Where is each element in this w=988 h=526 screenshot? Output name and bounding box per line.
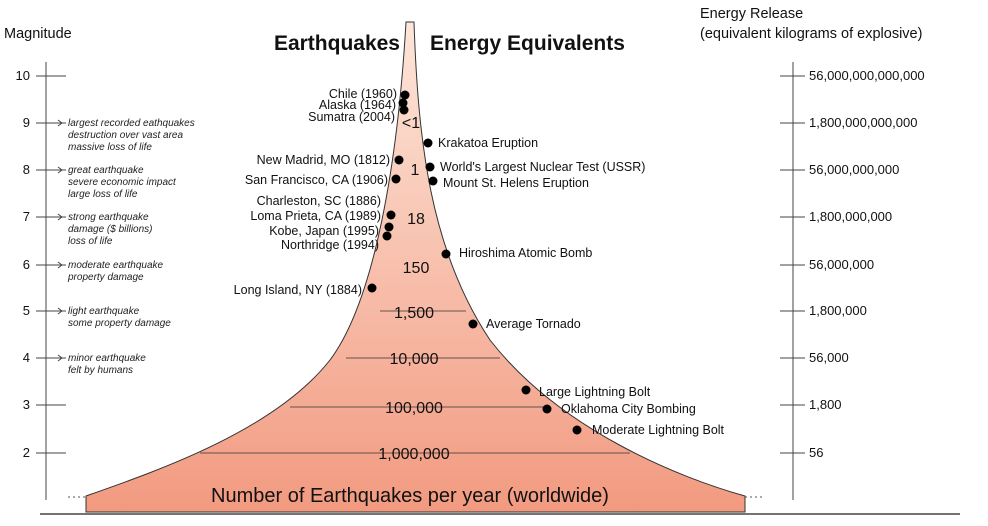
energy-dot: [572, 425, 582, 435]
frequency-label: 1,000,000: [378, 446, 449, 463]
description-line: felt by humans: [68, 365, 133, 376]
earthquake-label: Charleston, SC (1886): [257, 194, 381, 208]
description-line: strong earthquake: [68, 212, 149, 223]
bottom-label: Number of Earthquakes per year (worldwid…: [211, 485, 609, 507]
earthquake-label: New Madrid, MO (1812): [257, 153, 390, 167]
frequency-label: 150: [403, 260, 430, 277]
energy-label: Oklahoma City Bombing: [561, 402, 696, 416]
energy-dot: [428, 176, 438, 186]
energy-label: Hiroshima Atomic Bomb: [459, 246, 592, 260]
energy-dot: [441, 249, 451, 259]
earthquake-markers: [367, 90, 410, 293]
arrow-icon: [52, 166, 63, 174]
earthquake-label: Kobe, Japan (1995): [269, 224, 379, 238]
description-line: moderate earthquake: [68, 260, 164, 271]
left-tick-label: 7: [23, 209, 30, 224]
energy-label: Moderate Lightning Bolt: [592, 423, 725, 437]
description-line: damage ($ billions): [68, 224, 153, 235]
right-tick-label: 1,800,000,000: [809, 209, 892, 224]
right-axis-title-line1: Energy Release: [700, 6, 803, 22]
right-axis-title-line2: (equivalent kilograms of explosive): [700, 26, 922, 42]
arrow-icon: [52, 213, 63, 221]
right-tick-label: 56,000,000,000: [809, 162, 899, 177]
description-line: largest recorded eathquakes: [68, 118, 195, 129]
right-axis-ticks: [780, 75, 805, 454]
energy-markers: [423, 138, 582, 435]
energy-label: World's Largest Nuclear Test (USSR): [440, 160, 645, 174]
right-tick-label: 1,800,000,000,000: [809, 115, 917, 130]
frequency-label: 10,000: [390, 351, 439, 368]
right-tick-label: 1,800,000: [809, 303, 867, 318]
energy-dot: [425, 162, 435, 172]
earthquake-label: Northridge (1994): [281, 238, 379, 252]
energy-dot: [542, 404, 552, 414]
left-tick-label: 10: [16, 68, 30, 83]
magnitude-descriptions: largest recorded eathquakes destruction …: [52, 118, 195, 376]
earthquake-frequency-cone: [85, 21, 746, 513]
description-line: destruction over vast area: [68, 130, 183, 141]
earthquake-dot: [384, 222, 394, 232]
earthquake-dot: [391, 174, 401, 184]
earthquake-dot: [399, 105, 409, 115]
earthquake-label: Chile (1960): [329, 87, 397, 101]
arrow-icon: [52, 261, 63, 269]
energy-label: Large Lightning Bolt: [539, 385, 651, 399]
description-line: severe economic impact: [68, 177, 177, 188]
description-line: large loss of life: [68, 189, 138, 200]
earthquake-dot: [382, 231, 392, 241]
earthquake-dot: [367, 283, 377, 293]
earthquake-dot: [398, 98, 408, 108]
earthquake-label: Alaska (1964): [319, 98, 396, 112]
description-line: minor earthquake: [68, 353, 146, 364]
title-energy-equivalents: Energy Equivalents: [430, 32, 625, 55]
description-line: property damage: [67, 272, 144, 283]
left-axis-title: Magnitude: [4, 26, 72, 42]
earthquake-label: Loma Prieta, CA (1989): [250, 209, 381, 223]
right-tick-label: 56,000,000: [809, 257, 874, 272]
right-tick-label: 1,800: [809, 397, 842, 412]
cone-gridlines: [200, 310, 630, 454]
left-tick-label: 5: [23, 303, 30, 318]
energy-dot: [468, 319, 478, 329]
frequency-label: <1: [402, 115, 420, 132]
arrow-icon: [52, 119, 63, 127]
left-tick-label: 4: [23, 350, 30, 365]
description-line: great earthquake: [68, 165, 144, 176]
left-tick-label: 9: [23, 115, 30, 130]
left-tick-label: 3: [23, 397, 30, 412]
energy-label: Average Tornado: [486, 317, 581, 331]
arrow-icon: [52, 307, 63, 315]
earthquake-dot: [394, 155, 404, 165]
arrow-icon: [52, 354, 63, 362]
description-line: light earthquake: [68, 306, 140, 317]
energy-dot: [423, 138, 433, 148]
title-earthquakes: Earthquakes: [274, 32, 400, 55]
earthquake-dot: [386, 210, 396, 220]
earthquake-label: Sumatra (2004): [308, 110, 395, 124]
frequency-label: 100,000: [385, 400, 443, 417]
frequency-label: 18: [407, 211, 425, 228]
earthquake-label: Long Island, NY (1884): [234, 283, 362, 297]
frequency-label: 1,500: [394, 305, 434, 322]
energy-label: Mount St. Helens Eruption: [443, 176, 589, 190]
left-tick-label: 6: [23, 257, 30, 272]
energy-label: Krakatoa Eruption: [438, 136, 538, 150]
frequency-label: 1: [411, 162, 420, 179]
left-tick-label: 2: [23, 445, 30, 460]
earthquake-dot: [400, 90, 410, 100]
description-line: loss of life: [68, 236, 113, 247]
earthquake-label: San Francisco, CA (1906): [245, 173, 388, 187]
description-line: massive loss of life: [68, 142, 152, 153]
energy-dot: [521, 385, 531, 395]
right-tick-label: 56,000: [809, 350, 849, 365]
description-line: some property damage: [68, 318, 171, 329]
left-tick-label: 8: [23, 162, 30, 177]
right-tick-label: 56: [809, 445, 823, 460]
right-tick-label: 56,000,000,000,000: [809, 68, 925, 83]
